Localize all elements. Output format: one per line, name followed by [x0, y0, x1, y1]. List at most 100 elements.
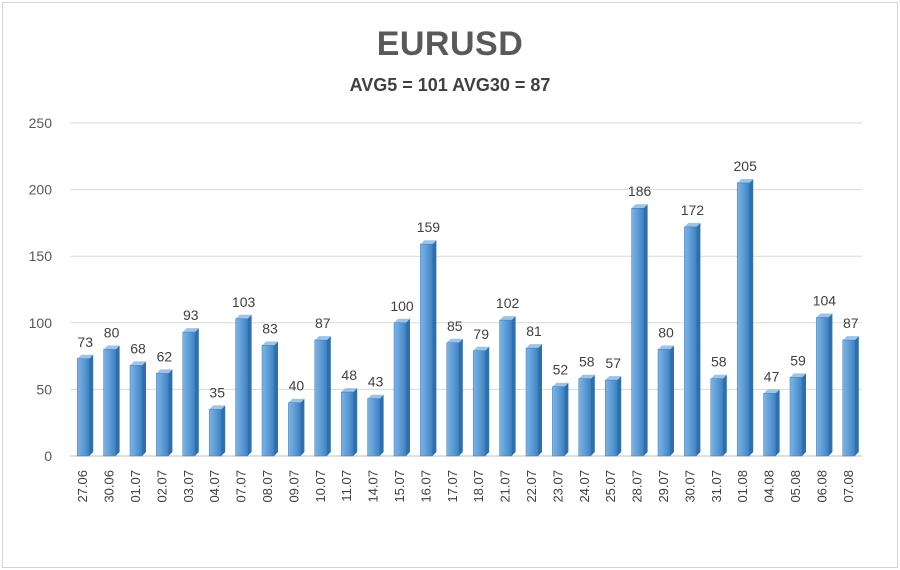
x-tick-label: 09.07: [286, 470, 301, 503]
bar: [578, 374, 595, 457]
data-label: 58: [579, 354, 595, 370]
bar-side: [194, 328, 199, 456]
bar: [367, 394, 384, 457]
x-tick-label: 04.08: [762, 470, 777, 503]
bar-top: [262, 341, 278, 346]
bar-front: [156, 373, 169, 457]
x-tick-label: 08.07: [260, 470, 275, 503]
bar-front: [552, 386, 565, 457]
x-tick-label: 11.07: [339, 470, 354, 502]
bar: [288, 398, 305, 457]
bar-side: [485, 346, 490, 456]
data-label: 62: [157, 348, 173, 364]
bar-front: [261, 345, 275, 457]
bar-front: [578, 378, 592, 457]
x-tick-label: 29.07: [656, 470, 671, 503]
bar-side: [168, 369, 173, 456]
bar-top: [605, 376, 622, 381]
x-tick-label: 01.07: [128, 470, 143, 503]
bar: [789, 373, 806, 457]
bar: [525, 344, 542, 457]
x-tick-label: 15.07: [392, 470, 407, 503]
bar-side: [326, 336, 331, 456]
y-tick-label: 200: [29, 182, 53, 198]
bar: [76, 354, 94, 457]
bar-top: [341, 388, 358, 393]
bar: [604, 376, 622, 457]
data-label: 58: [711, 354, 727, 370]
x-tick-label: 25.07: [603, 470, 618, 503]
bar-front: [499, 319, 512, 457]
data-label: 79: [473, 326, 489, 342]
bar-top: [314, 336, 331, 341]
data-label: 159: [417, 219, 441, 235]
data-label: 48: [341, 367, 357, 383]
bar-front: [182, 331, 196, 457]
x-tick-label: 30.06: [102, 470, 117, 503]
data-label: 52: [553, 362, 569, 378]
y-axis-ticks: 0 50 100 150 200 250: [29, 115, 53, 464]
bar-front: [710, 378, 724, 457]
bar-side: [221, 405, 226, 456]
bar-top: [684, 222, 701, 227]
x-tick-label: 28.07: [630, 470, 645, 503]
bar-front: [129, 365, 143, 457]
bar-front: [235, 318, 248, 457]
bar-front: [446, 342, 460, 457]
data-label: 186: [628, 183, 652, 199]
bar-top: [578, 374, 595, 379]
x-tick-label: 06.08: [814, 470, 829, 503]
bar: [156, 369, 173, 457]
bar-side: [353, 388, 358, 456]
x-tick-label: 23.07: [550, 470, 565, 503]
bar-side: [775, 389, 780, 456]
x-tick-label: 07.08: [841, 470, 856, 503]
gridlines: [70, 122, 862, 457]
bar-top: [631, 204, 648, 209]
bar-top: [526, 344, 542, 349]
bar-side: [854, 336, 859, 456]
x-tick-label: 16.07: [418, 470, 433, 503]
bar-front: [657, 349, 671, 457]
bar-front: [789, 377, 803, 457]
bar-side: [274, 341, 278, 456]
x-tick-label: 24.07: [577, 470, 592, 503]
bar-top: [737, 178, 754, 183]
chart-subtitle: AVG5 = 101 AVG30 = 87: [349, 75, 551, 95]
bar-front: [472, 350, 486, 457]
bar-front: [736, 182, 750, 457]
bar-side: [115, 345, 120, 456]
bar-top: [552, 382, 569, 387]
data-label: 80: [104, 324, 120, 340]
y-tick-label: 100: [29, 315, 53, 331]
data-label: 85: [447, 318, 463, 334]
bar-side: [802, 373, 806, 456]
data-label: 100: [390, 298, 414, 314]
bar: [631, 204, 648, 457]
bar-front: [314, 339, 328, 457]
bar-side: [511, 316, 516, 456]
data-label: 87: [843, 315, 859, 331]
bar-top: [209, 405, 226, 410]
bar-top: [710, 374, 727, 379]
y-tick-label: 0: [44, 448, 52, 464]
bar-side: [379, 394, 384, 456]
x-tick-label: 07.07: [234, 470, 249, 503]
data-label: 80: [658, 324, 674, 340]
bar: [393, 318, 410, 457]
bar-side: [458, 338, 463, 456]
bar-side: [564, 382, 569, 456]
x-tick-label: 27.06: [75, 470, 90, 503]
bar-top: [367, 394, 384, 399]
bar-side: [142, 361, 146, 456]
bar-side: [617, 376, 622, 456]
bar: [314, 336, 331, 457]
bar-top: [182, 328, 199, 333]
bar-front: [420, 243, 433, 457]
data-label: 47: [764, 368, 780, 384]
bar-top: [420, 240, 437, 245]
bar-front: [631, 207, 644, 457]
bar-side: [722, 374, 727, 456]
bar: [182, 328, 199, 457]
bar-front: [367, 398, 380, 457]
